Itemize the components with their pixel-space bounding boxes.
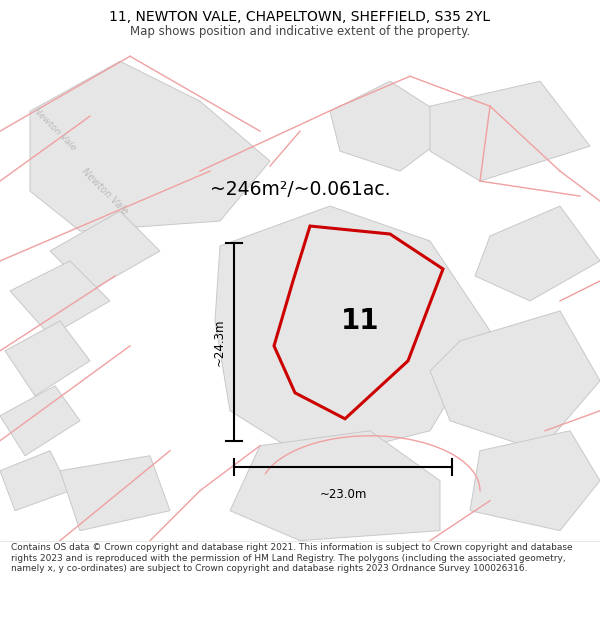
Polygon shape [470, 431, 600, 531]
Text: Map shows position and indicative extent of the property.: Map shows position and indicative extent… [130, 26, 470, 39]
Polygon shape [10, 261, 110, 336]
Polygon shape [5, 321, 90, 396]
Text: ~246m²/~0.061ac.: ~246m²/~0.061ac. [210, 179, 390, 199]
Polygon shape [30, 61, 270, 231]
Polygon shape [230, 431, 440, 541]
Polygon shape [60, 456, 170, 531]
Polygon shape [430, 311, 600, 451]
Polygon shape [0, 451, 70, 511]
Polygon shape [430, 81, 590, 181]
Polygon shape [50, 211, 160, 291]
Polygon shape [475, 206, 600, 301]
Polygon shape [330, 81, 460, 171]
Polygon shape [0, 386, 80, 456]
Text: Newton Vale: Newton Vale [80, 166, 130, 216]
Text: 11: 11 [341, 307, 379, 335]
Text: Newton Vale: Newton Vale [32, 106, 78, 152]
Polygon shape [215, 206, 490, 461]
Text: ~24.3m: ~24.3m [212, 318, 226, 366]
Text: Contains OS data © Crown copyright and database right 2021. This information is : Contains OS data © Crown copyright and d… [11, 543, 572, 573]
Text: ~23.0m: ~23.0m [319, 488, 367, 501]
Text: 11, NEWTON VALE, CHAPELTOWN, SHEFFIELD, S35 2YL: 11, NEWTON VALE, CHAPELTOWN, SHEFFIELD, … [109, 10, 491, 24]
